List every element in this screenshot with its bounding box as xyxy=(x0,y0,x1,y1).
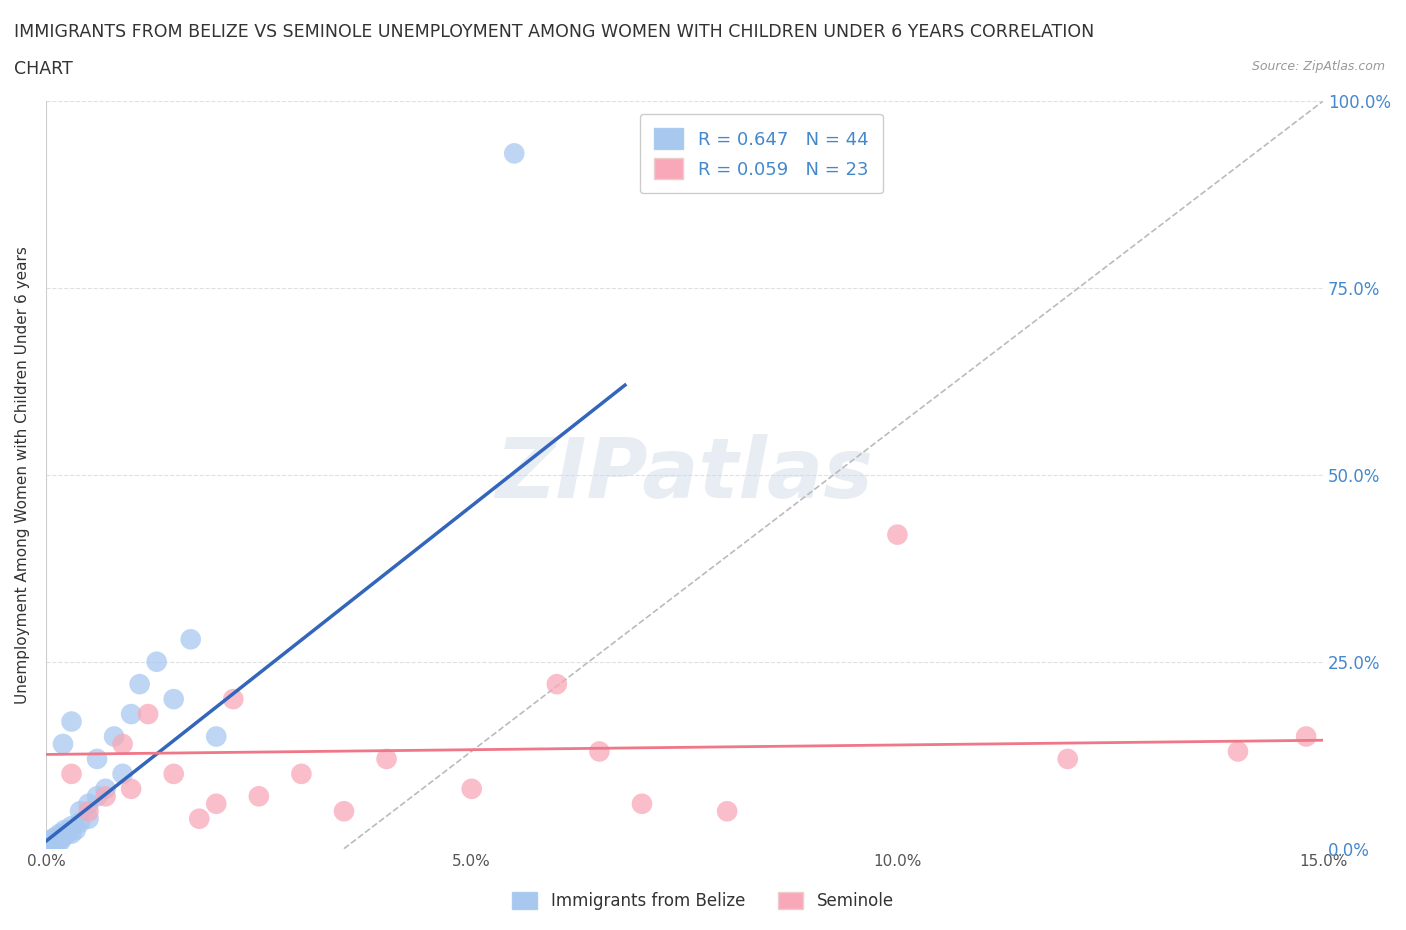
Point xyxy=(290,766,312,781)
Point xyxy=(716,804,738,818)
Point xyxy=(375,751,398,766)
Point xyxy=(77,804,100,818)
Point xyxy=(94,789,117,804)
Point xyxy=(120,781,142,796)
Point xyxy=(145,655,167,670)
Point xyxy=(38,835,60,850)
Point xyxy=(42,832,65,847)
Text: IMMIGRANTS FROM BELIZE VS SEMINOLE UNEMPLOYMENT AMONG WOMEN WITH CHILDREN UNDER : IMMIGRANTS FROM BELIZE VS SEMINOLE UNEMP… xyxy=(14,23,1094,41)
Point xyxy=(103,729,125,744)
Point xyxy=(39,833,62,848)
Point xyxy=(56,826,79,841)
Point xyxy=(48,830,70,844)
Text: Source: ZipAtlas.com: Source: ZipAtlas.com xyxy=(1251,60,1385,73)
Point xyxy=(52,830,75,844)
Point xyxy=(46,832,69,847)
Point xyxy=(51,830,73,844)
Point xyxy=(94,781,117,796)
Point xyxy=(180,631,202,646)
Point xyxy=(631,796,654,811)
Point xyxy=(205,729,228,744)
Point xyxy=(49,833,72,848)
Point xyxy=(136,707,159,722)
Point xyxy=(111,766,134,781)
Point xyxy=(39,837,62,852)
Point xyxy=(128,677,150,692)
Point xyxy=(41,833,63,848)
Point xyxy=(333,804,356,818)
Point xyxy=(60,766,83,781)
Point xyxy=(886,527,908,542)
Point xyxy=(588,744,610,759)
Point xyxy=(60,714,83,729)
Point xyxy=(44,833,66,848)
Point xyxy=(65,822,87,837)
Legend: R = 0.647   N = 44, R = 0.059   N = 23: R = 0.647 N = 44, R = 0.059 N = 23 xyxy=(640,113,883,193)
Point xyxy=(48,826,70,841)
Point xyxy=(39,836,62,851)
Point xyxy=(1056,751,1078,766)
Point xyxy=(69,804,91,818)
Text: CHART: CHART xyxy=(14,60,73,78)
Point xyxy=(52,826,75,841)
Point xyxy=(163,766,186,781)
Point xyxy=(46,836,69,851)
Point xyxy=(44,830,66,844)
Point xyxy=(86,789,108,804)
Point xyxy=(188,811,211,826)
Point xyxy=(503,146,526,161)
Point xyxy=(52,737,75,751)
Point xyxy=(222,692,245,707)
Point xyxy=(247,789,270,804)
Point xyxy=(60,826,83,841)
Point xyxy=(45,833,67,848)
Point xyxy=(77,811,100,826)
Point xyxy=(69,815,91,830)
Point xyxy=(37,837,59,852)
Point xyxy=(120,707,142,722)
Legend: Immigrants from Belize, Seminole: Immigrants from Belize, Seminole xyxy=(506,885,900,917)
Text: ZIPatlas: ZIPatlas xyxy=(496,434,873,515)
Point xyxy=(38,839,60,854)
Point xyxy=(460,781,482,796)
Point xyxy=(86,751,108,766)
Point xyxy=(546,677,568,692)
Point xyxy=(42,837,65,852)
Y-axis label: Unemployment Among Women with Children Under 6 years: Unemployment Among Women with Children U… xyxy=(15,246,30,704)
Point xyxy=(1227,744,1250,759)
Point xyxy=(163,692,186,707)
Point xyxy=(60,818,83,833)
Point xyxy=(1295,729,1317,744)
Point xyxy=(53,822,76,837)
Point xyxy=(205,796,228,811)
Point xyxy=(77,796,100,811)
Point xyxy=(42,835,65,850)
Point xyxy=(111,737,134,751)
